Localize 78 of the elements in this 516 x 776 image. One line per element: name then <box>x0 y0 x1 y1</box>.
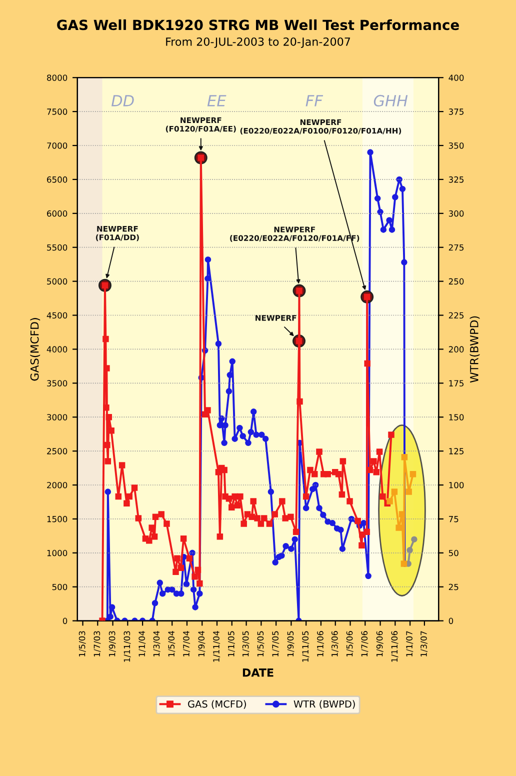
y2-tick-label: 50 <box>448 550 458 556</box>
y2-tick-label: 375 <box>448 108 464 115</box>
annotation: DD <box>111 95 134 106</box>
annotation: EE <box>207 95 226 106</box>
y-tick-label: 500 <box>52 584 68 590</box>
x-tick-label: 1/9/04 <box>198 630 206 656</box>
point <box>406 547 413 554</box>
y-tick-label: 4000 <box>46 346 68 352</box>
y-tick-label: 3500 <box>47 380 68 386</box>
x-tick-label: 1/3/07 <box>420 631 428 656</box>
point <box>410 471 416 478</box>
y2-tick-label: 300 <box>448 210 464 217</box>
y2-tick-label: 350 <box>448 142 464 149</box>
point <box>386 498 393 504</box>
x-tick-label: 1/5/03 <box>78 631 86 656</box>
point <box>396 524 402 531</box>
x-tick-label: 1/7/03 <box>94 631 101 656</box>
y2-tick-label: 150 <box>449 414 464 420</box>
y-tick-label: 7000 <box>47 142 68 149</box>
x-tick-label: 1/11/03 <box>124 631 131 662</box>
y-axis-title: GAS(MCFD) <box>30 318 40 381</box>
y-tick-label: 2500 <box>47 448 68 454</box>
y2-tick-label: 175 <box>449 380 464 386</box>
x-tick-label: 1/9/03 <box>108 631 116 656</box>
x-tick-label: 1/1/05 <box>228 631 235 656</box>
x-tick-label: 1/9/05 <box>287 631 294 656</box>
x-tick-label: 1/11/05 <box>302 631 310 662</box>
y-tick-label: 7500 <box>47 108 68 115</box>
y2-axis-title: WTR(BWPD) <box>470 316 480 383</box>
x-tick-label: 1/11/06 <box>391 631 398 662</box>
x-tick-label: 1/7/04 <box>183 630 190 656</box>
point <box>398 511 406 518</box>
y-tick-label: 1000 <box>47 550 68 556</box>
x-tick-label: 1/9/06 <box>376 631 384 656</box>
y-tick-label: 2000 <box>47 482 68 488</box>
x-tick-label: 1/1/06 <box>317 631 324 656</box>
x-tick-label: 1/5/04 <box>168 630 176 656</box>
y2-tick-label: 400 <box>448 74 464 81</box>
y2-tick-label: 250 <box>448 278 464 285</box>
point <box>401 454 408 460</box>
x-tick-label: 1/5/06 <box>346 631 354 656</box>
x-tick-label: 1/1/07 <box>406 631 414 656</box>
x-tick-label: 1/11/04 <box>213 630 220 662</box>
y-tick-label: 5500 <box>47 244 68 251</box>
x-axis-title: DATE <box>242 668 274 677</box>
legend-label: GAS (MCFD) <box>188 700 246 709</box>
point <box>391 488 398 495</box>
y2-tick-label: 100 <box>449 482 464 488</box>
x-tick-label: 1/7/05 <box>272 631 280 656</box>
y2-tick-label: 125 <box>449 448 464 454</box>
y2-tick-label: 325 <box>448 176 464 183</box>
y2-tick-label: 225 <box>448 312 464 319</box>
x-tick-label: 1/3/04 <box>153 630 160 656</box>
y2-tick-label: 75 <box>449 516 458 522</box>
chart-title: GAS Well BDK1920 STRG MB Well Test Performance <box>57 19 459 30</box>
y-tick-label: 6000 <box>47 210 68 217</box>
y2-tick-label: 0 <box>448 618 454 624</box>
chart-subtitle: From 20-JUL-2003 to 20-Jan-2007 <box>166 37 350 48</box>
annotation: GHH <box>374 94 408 106</box>
x-tick-label: 1/5/05 <box>257 631 264 656</box>
y-tick-label: 6500 <box>47 176 68 183</box>
point <box>406 488 412 495</box>
y2-tick-label: 25 <box>448 584 458 590</box>
y2-tick-label: 200 <box>448 346 464 352</box>
annotation: FF <box>306 95 324 106</box>
y-tick-label: 3000 <box>47 414 68 420</box>
x-tick-label: 1/3/06 <box>331 631 338 656</box>
x-tick-label: 1/1/04 <box>138 630 146 656</box>
x-tick-label: 1/3/05 <box>242 631 250 656</box>
y-tick-label: 5000 <box>47 278 68 285</box>
y-tick-label: 4500 <box>46 312 68 319</box>
x-tick-label: 1/7/06 <box>361 631 368 656</box>
point <box>411 536 418 542</box>
y-tick-label: 1500 <box>47 516 68 522</box>
y2-tick-label: 275 <box>448 244 464 251</box>
y-tick-label: 0 <box>62 618 68 624</box>
y-tick-label: 8000 <box>47 74 68 81</box>
legend-label: WTR (BWPD) <box>294 700 355 709</box>
